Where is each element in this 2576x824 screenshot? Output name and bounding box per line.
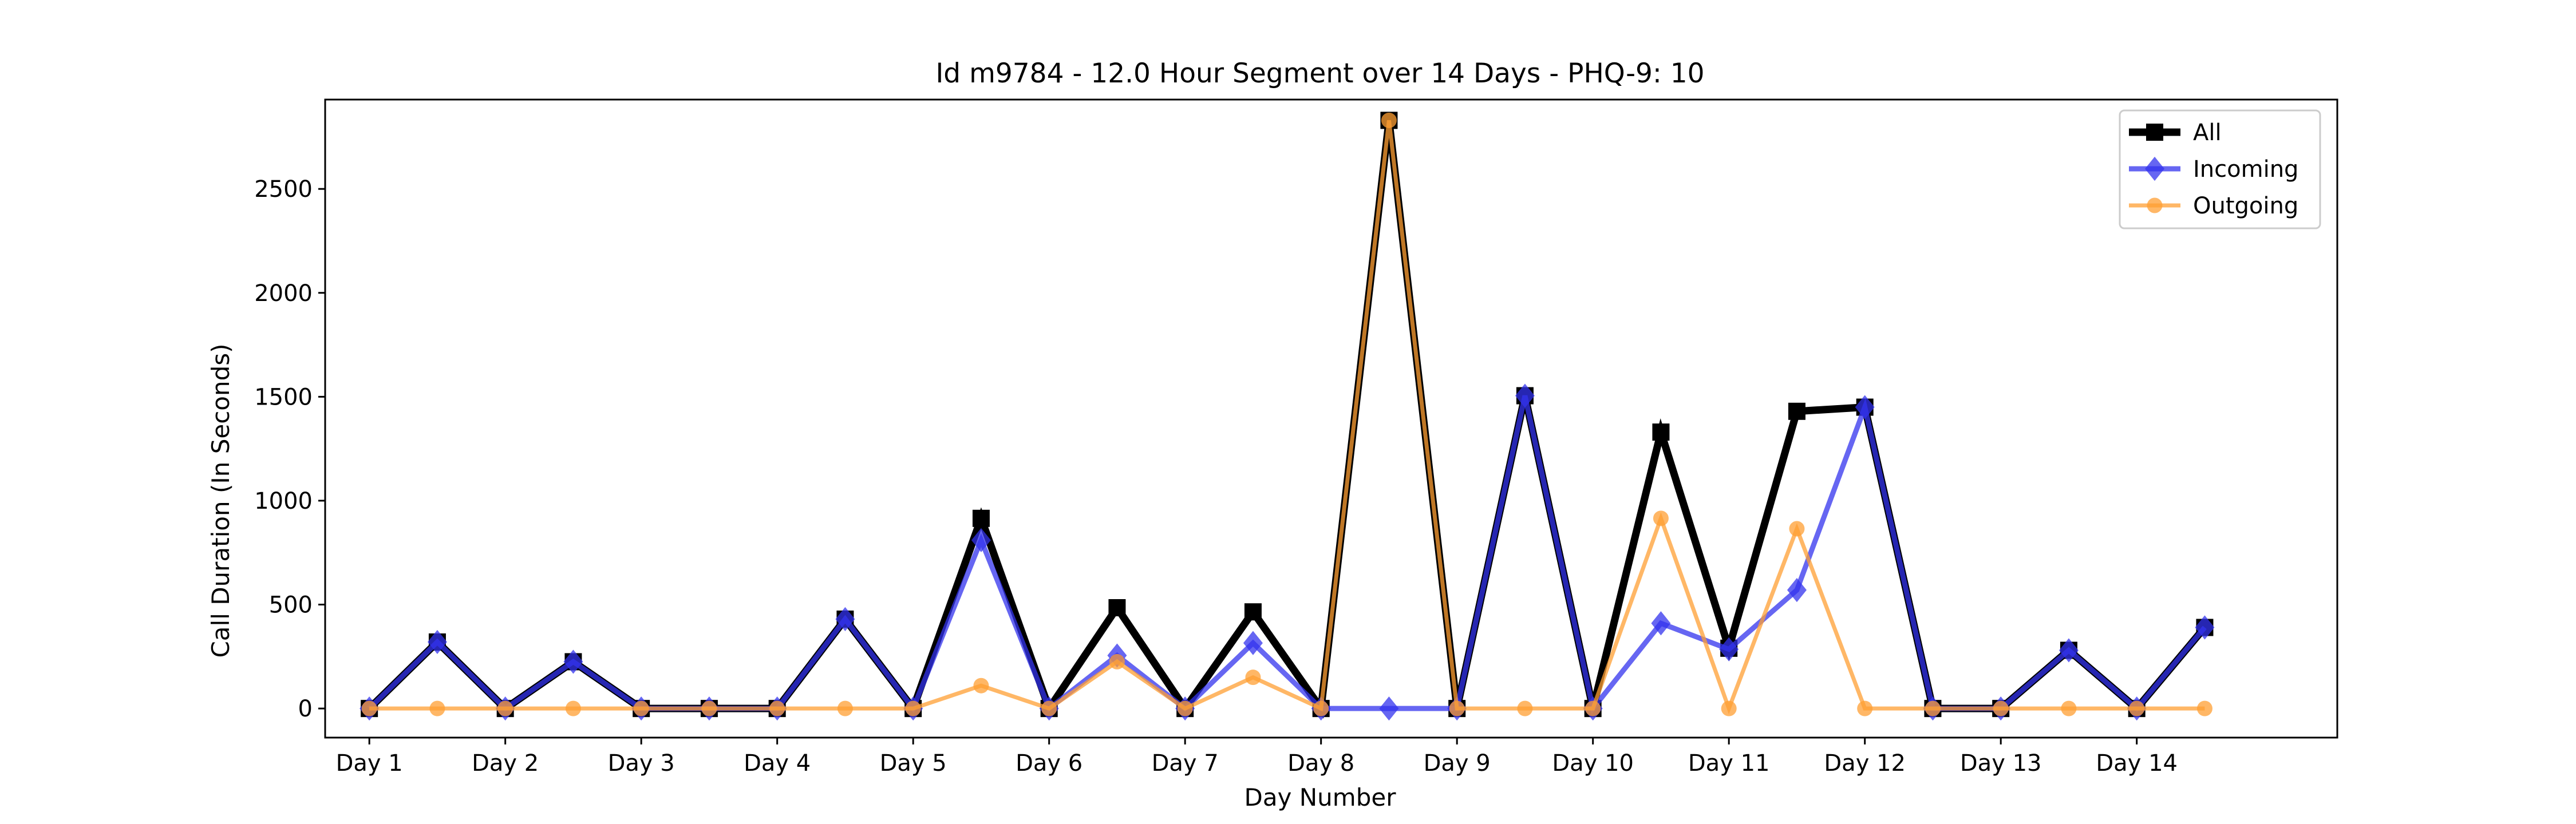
outgoing-point [1585, 700, 1601, 716]
x-axis-label: Day Number [1244, 783, 1396, 811]
outgoing-point [2129, 700, 2145, 716]
outgoing-point [1109, 653, 1125, 670]
all-point [1244, 603, 1262, 621]
x-tick-label: Day 5 [880, 750, 947, 777]
incoming-point [1515, 383, 1535, 408]
x-tick-label: Day 13 [1960, 750, 2042, 777]
legend: All Incoming Outgoing [2119, 109, 2321, 229]
all-point [972, 509, 990, 527]
x-tick-label: Day 11 [1688, 750, 1770, 777]
outgoing-point [2196, 700, 2212, 716]
incoming-point [971, 528, 991, 553]
x-tick-label: Day 9 [1424, 750, 1491, 777]
x-tick-label: Day 8 [1287, 750, 1354, 777]
x-tick-label: Day 14 [2096, 750, 2178, 777]
outgoing-point [361, 700, 377, 716]
y-axis-label: Call Duration (In Seconds) [207, 343, 235, 657]
outgoing-point [1449, 700, 1465, 716]
outgoing-point [1177, 700, 1193, 716]
x-tick-label: Day 12 [1824, 750, 1906, 777]
outgoing-point [497, 700, 513, 716]
incoming-point [2195, 615, 2215, 640]
chart-title: Id m9784 - 12.0 Hour Segment over 14 Day… [935, 58, 1704, 89]
legend-box [2119, 109, 2321, 229]
x-tick-label: Day 2 [472, 750, 539, 777]
outgoing-point [769, 700, 785, 716]
outgoing-point [1789, 521, 1805, 537]
all-point [1108, 599, 1126, 617]
outgoing-point [701, 700, 717, 716]
all-line [366, 120, 2208, 719]
outgoing-point [1925, 700, 1941, 716]
legend-outgoing-label: Outgoing [2193, 193, 2298, 219]
incoming-point [2059, 638, 2079, 663]
outgoing-point [565, 700, 581, 716]
incoming-point [427, 629, 447, 655]
outgoing-point [1313, 700, 1329, 716]
legend-all-label: All [2193, 120, 2222, 146]
incoming-point [835, 607, 855, 632]
outgoing-point [1041, 700, 1057, 716]
series-all [361, 112, 2214, 719]
x-tick-label: Day 10 [1552, 750, 1634, 777]
outgoing-point [905, 700, 921, 716]
y-tick-label: 2500 [254, 176, 313, 203]
y-tick-label: 1500 [254, 384, 313, 410]
legend-incoming-marker [2145, 156, 2164, 181]
incoming-point [1855, 395, 1875, 419]
incoming-point [1651, 611, 1671, 636]
series-incoming [359, 383, 2215, 721]
x-tick-label: Day 3 [608, 750, 675, 777]
outgoing-point [1993, 700, 2009, 716]
y-tick-label: 0 [298, 696, 313, 722]
outgoing-point [973, 678, 989, 694]
plot-frame [324, 98, 2338, 739]
outgoing-point [429, 700, 445, 716]
outgoing-point [1857, 700, 1873, 716]
outgoing-point [2061, 700, 2077, 716]
outgoing-point [1517, 700, 1533, 716]
series-layer [359, 112, 2215, 721]
axes: 0 500 1000 1500 2000 2500 Day 1 Day 2 Day 3 Day 4… [254, 176, 2178, 777]
legend-incoming-label: Incoming [2193, 156, 2298, 183]
x-tick-label: Day 4 [744, 750, 811, 777]
x-tick-label: Day 1 [336, 750, 403, 777]
incoming-point [1379, 696, 1399, 721]
x-tick-label: Day 6 [1016, 750, 1082, 777]
y-tick-label: 500 [269, 592, 313, 619]
all-point [1652, 423, 1670, 441]
outgoing-point [837, 700, 853, 716]
outgoing-line [369, 120, 2205, 715]
outgoing-point [1381, 112, 1397, 128]
all-point [1788, 402, 1805, 420]
outgoing-point [633, 700, 649, 716]
y-tick-label: 1000 [254, 488, 313, 514]
incoming-point [563, 649, 583, 674]
incoming-point [1719, 637, 1739, 661]
legend-outgoing-marker [2147, 197, 2163, 213]
x-tick-label: Day 7 [1152, 750, 1219, 777]
legend-all-marker [2146, 124, 2163, 141]
outgoing-point [1653, 510, 1669, 526]
y-tick-label: 2000 [254, 280, 313, 307]
outgoing-point [1721, 700, 1737, 716]
incoming-point [1787, 578, 1807, 603]
outgoing-point [1245, 670, 1261, 686]
incoming-point [1243, 631, 1263, 655]
series-outgoing [361, 112, 2212, 716]
